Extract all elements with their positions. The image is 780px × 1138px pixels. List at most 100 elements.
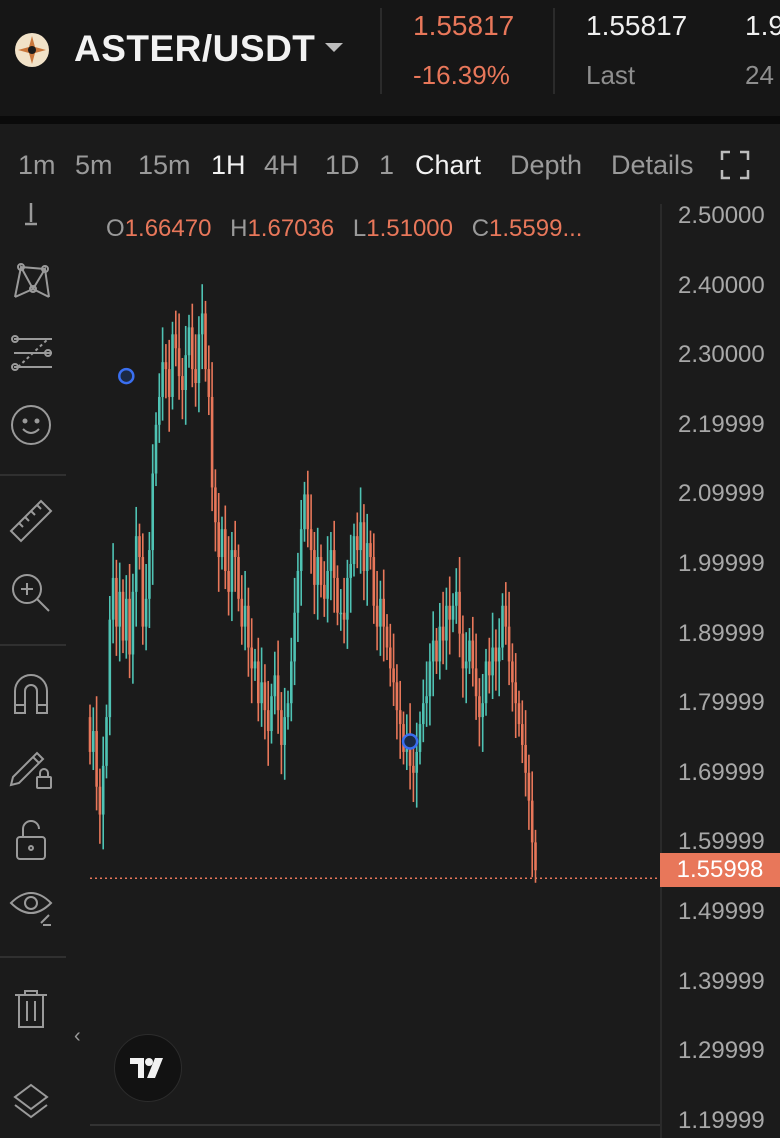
candle-body: [230, 550, 234, 592]
high-label: H: [230, 215, 248, 242]
candle-body: [125, 598, 128, 641]
candle-body: [227, 570, 230, 592]
candle-body: [158, 396, 161, 425]
candle-body: [365, 543, 369, 571]
candle-body: [445, 605, 448, 641]
candle-body: [283, 717, 286, 745]
eye-icon[interactable]: [4, 878, 58, 932]
low-value: 1.51000: [366, 215, 454, 242]
magnet-icon[interactable]: [4, 666, 58, 720]
fib-retracement-icon[interactable]: [4, 326, 58, 380]
candle-body: [514, 682, 517, 704]
stat-label-cut: 24: [745, 60, 774, 90]
candle-body: [101, 765, 105, 815]
candle-body: [240, 598, 244, 627]
candle-body: [332, 550, 336, 578]
candle-body: [375, 605, 379, 627]
candle-body: [359, 522, 362, 551]
candle-body: [224, 529, 227, 571]
price-tick-label: 2.30000: [678, 341, 765, 369]
tab-1d[interactable]: 1D: [325, 150, 360, 180]
tab-15m[interactable]: 15m: [138, 150, 191, 180]
divider: [380, 8, 382, 94]
ruler-icon[interactable]: [4, 494, 58, 548]
tab-depth[interactable]: Depth: [510, 150, 583, 180]
candle-body: [398, 710, 402, 725]
tab-1m[interactable]: 1m: [18, 150, 56, 180]
candle-body: [346, 577, 349, 620]
candle-body: [184, 355, 187, 390]
tab-chart[interactable]: Chart: [415, 150, 482, 180]
candle-body: [349, 564, 352, 578]
pattern-icon[interactable]: [4, 254, 58, 308]
fullscreen-icon[interactable]: [720, 150, 750, 180]
collapse-toolbar-icon[interactable]: ‹: [74, 1025, 81, 1047]
candle-body: [270, 696, 273, 732]
current-price-tag: 1.55998: [660, 853, 780, 887]
trade-marker[interactable]: [401, 733, 419, 750]
candle-body: [336, 577, 339, 613]
candle-body: [323, 584, 326, 599]
price-tick-label: 1.29999: [678, 1037, 765, 1065]
candle-body: [306, 494, 310, 530]
layers-icon[interactable]: [4, 1076, 58, 1130]
last-price-label: Last: [586, 60, 636, 90]
candle-body: [478, 696, 481, 718]
candle-body: [200, 313, 204, 335]
tab-4h[interactable]: 4H: [264, 150, 299, 180]
candle-body: [481, 703, 484, 718]
candle-body: [524, 744, 527, 773]
candle-body: [296, 570, 300, 613]
candle-body: [342, 612, 346, 620]
emoji-icon[interactable]: [4, 398, 58, 452]
ohlc-readout: O1.66470 H1.67036 L1.51000 C1.5599...: [106, 215, 594, 243]
candle-body: [276, 675, 280, 711]
high-value: 1.67036: [247, 215, 335, 242]
tab-1[interactable]: 1: [379, 150, 395, 180]
candlestick-chart[interactable]: [66, 204, 660, 1138]
candle-body: [425, 696, 428, 704]
candle-body: [286, 703, 290, 718]
header-separator: [0, 116, 780, 124]
tab-5m[interactable]: 5m: [75, 150, 113, 180]
tradingview-logo-icon[interactable]: [114, 1034, 182, 1102]
chevron-down-icon[interactable]: [325, 43, 343, 52]
current-price: 1.55817: [413, 10, 515, 41]
candle-body: [441, 626, 445, 641]
candle-body: [488, 661, 491, 676]
pair-selector[interactable]: ASTER/USDT: [74, 28, 316, 69]
candle-body: [369, 543, 372, 558]
candle-body: [309, 529, 313, 551]
candle-body: [233, 550, 237, 558]
lock-drawing-icon[interactable]: [4, 740, 58, 794]
unlock-icon[interactable]: [4, 812, 58, 866]
candle-body: [326, 570, 329, 599]
zoom-in-icon[interactable]: [4, 566, 58, 620]
candle-body: [319, 557, 323, 585]
candle-body: [448, 605, 451, 620]
candle-body: [204, 313, 207, 370]
candle-body: [316, 557, 319, 585]
candle-body: [527, 772, 531, 801]
price-tick-label: 2.40000: [678, 271, 765, 299]
candle-body: [418, 724, 422, 752]
candle-body: [412, 765, 415, 773]
tab-1h[interactable]: 1H: [211, 150, 246, 180]
candle-body: [415, 751, 418, 773]
candle-body: [250, 647, 253, 669]
candle-body: [299, 529, 303, 571]
candle-body: [194, 369, 197, 384]
candle-body: [507, 626, 511, 662]
candle-body: [464, 661, 468, 669]
candle-body: [105, 717, 108, 766]
trade-marker[interactable]: [118, 367, 135, 385]
candle-body: [260, 682, 263, 704]
candle-body: [382, 598, 385, 627]
candle-body: [164, 362, 168, 370]
tab-details[interactable]: Details: [611, 150, 694, 180]
trash-icon[interactable]: [4, 982, 58, 1036]
candle-body: [257, 661, 260, 704]
candle-body: [167, 369, 171, 397]
price-tick-label: 2.19999: [678, 410, 765, 438]
crosshair-icon[interactable]: [4, 200, 58, 230]
